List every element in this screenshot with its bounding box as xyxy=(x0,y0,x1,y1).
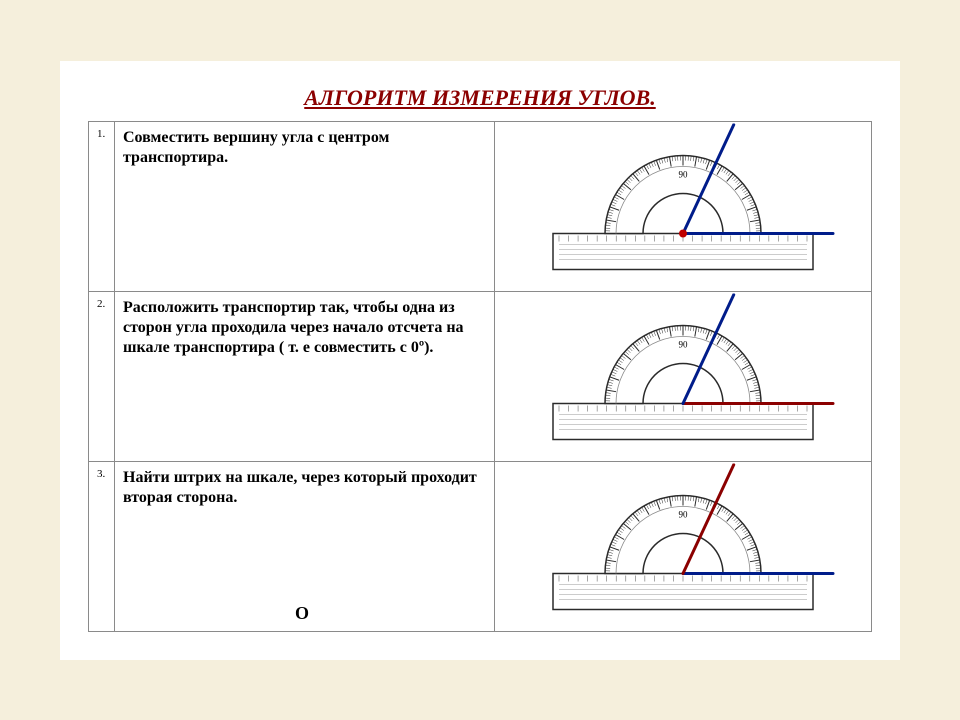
row-number: 3. xyxy=(89,461,115,631)
svg-text:90: 90 xyxy=(679,510,689,520)
vertex-label: О xyxy=(295,602,309,625)
svg-text:90: 90 xyxy=(679,340,689,350)
row-text-content: Найти штрих на шкале, через который прох… xyxy=(123,469,477,506)
sheet: АЛГОРИТМ ИЗМЕРЕНИЯ УГЛОВ. 1. Совместить … xyxy=(60,61,900,660)
table-row: 1. Совместить вершину угла с центром тра… xyxy=(89,121,872,291)
page-title: АЛГОРИТМ ИЗМЕРЕНИЯ УГЛОВ. xyxy=(88,85,872,111)
row-text: Найти штрих на шкале, через который прох… xyxy=(115,461,495,631)
row-number: 2. xyxy=(89,291,115,461)
protractor-diagram: 90 xyxy=(523,294,843,459)
row-text: Совместить вершину угла с центром трансп… xyxy=(115,121,495,291)
table-row: 3. Найти штрих на шкале, через который п… xyxy=(89,461,872,631)
table-row: 2. Расположить транспортир так, чтобы од… xyxy=(89,291,872,461)
algorithm-table: 1. Совместить вершину угла с центром тра… xyxy=(88,121,872,632)
row-figure: 90 xyxy=(495,461,872,631)
row-figure: 90 xyxy=(495,121,872,291)
row-text: Расположить транспортир так, чтобы одна … xyxy=(115,291,495,461)
row-number: 1. xyxy=(89,121,115,291)
row-figure: 90 xyxy=(495,291,872,461)
protractor-diagram: 90 xyxy=(523,464,843,629)
svg-text:90: 90 xyxy=(679,170,689,180)
protractor-diagram: 90 xyxy=(523,124,843,289)
